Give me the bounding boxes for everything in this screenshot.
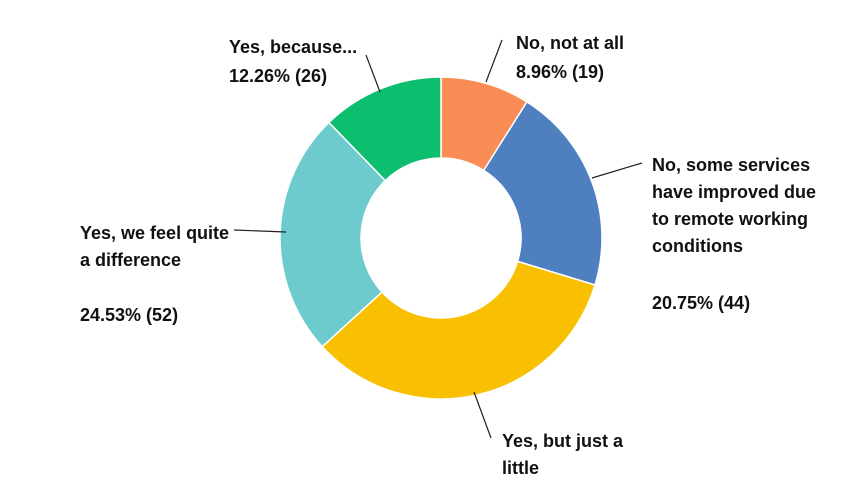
- label-yes-just-a-little: Yes, but just a little: [502, 431, 624, 478]
- label-yes-because: Yes, because...: [229, 37, 358, 57]
- donut-slice-2: [482, 100, 603, 286]
- value-yes-because: 12.26% (26): [229, 66, 328, 86]
- label-yes-quite-a-difference: Yes, we feel quite a difference: [80, 223, 230, 270]
- donut-slice-3: [321, 260, 596, 400]
- donut-slice-5: [327, 76, 442, 182]
- leader-line-no-not-at-all: [485, 39, 503, 83]
- leader-line-yes-because: [365, 54, 381, 93]
- value-no-not-at-all: 8.96% (19): [516, 62, 605, 82]
- leader-line-yes-difference: [233, 229, 287, 233]
- value-no-some-services: 20.75% (44): [652, 293, 751, 313]
- donut-slices: [279, 76, 603, 400]
- leader-lines: [233, 39, 643, 439]
- label-no-not-at-all: No, not at all: [516, 33, 624, 53]
- donut-slice-4: [279, 121, 387, 348]
- value-yes-quite-a-difference: 24.53% (52): [80, 305, 179, 325]
- leader-line-yes-little: [473, 391, 492, 439]
- leader-line-no-some-services: [591, 162, 643, 179]
- label-no-some-services: No, some services have improved due to r…: [652, 155, 817, 256]
